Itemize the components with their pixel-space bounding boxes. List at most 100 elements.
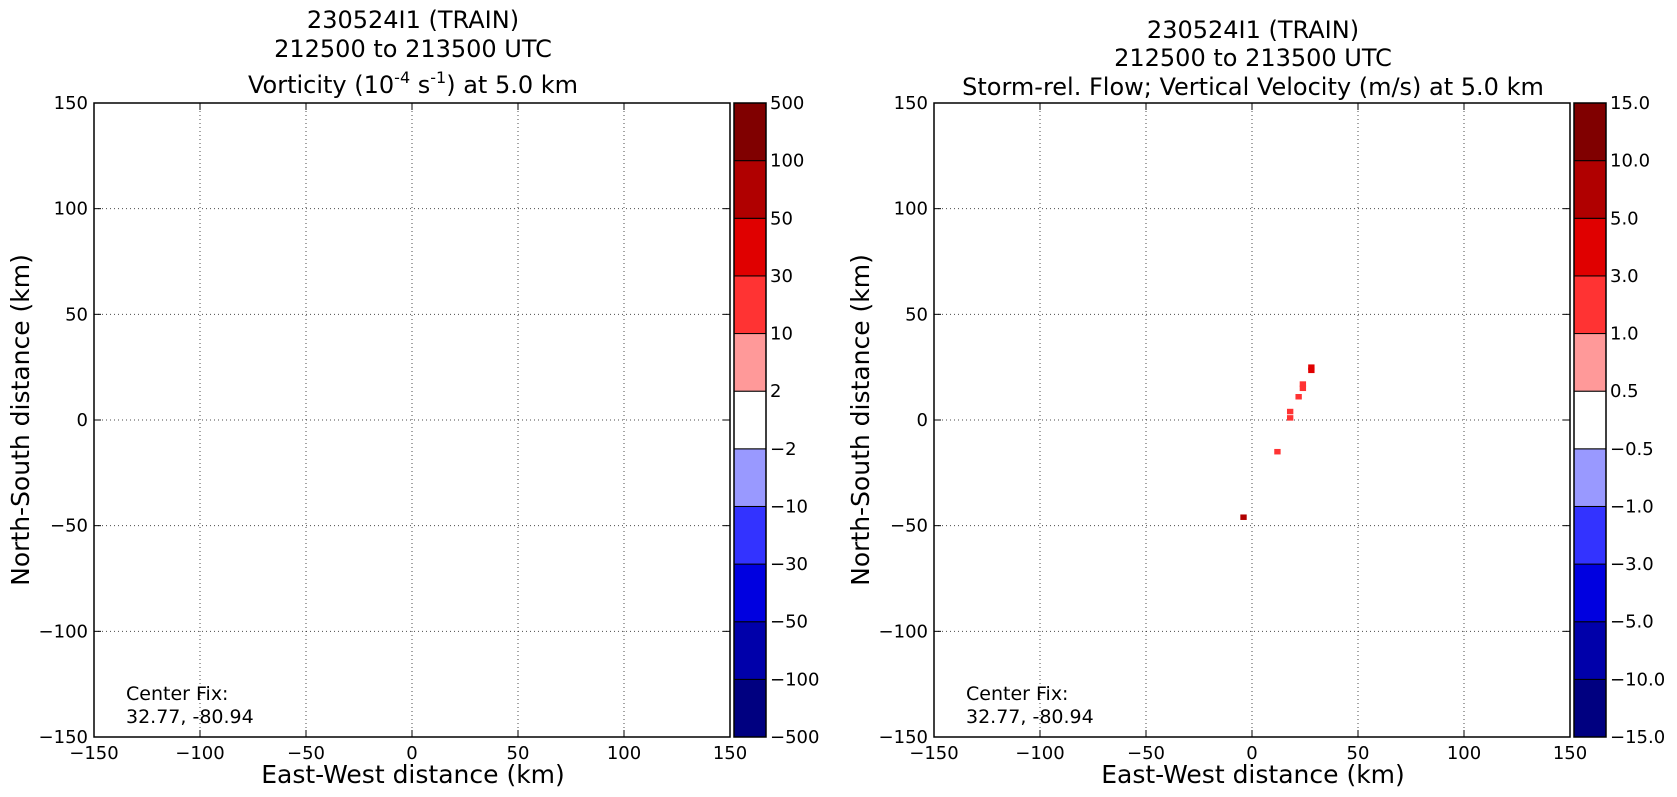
colorbar-label: 5.0: [1610, 208, 1639, 229]
x-tick-label: 150: [713, 743, 747, 764]
x-tick-label: −150: [909, 743, 958, 764]
colorbar-segment: [1573, 505, 1607, 565]
colorbar-label: 30: [770, 266, 793, 287]
x-axis-label: East-West distance (km): [261, 760, 565, 789]
colorbar-segment: [733, 275, 767, 335]
grid-lines: [934, 103, 1570, 737]
y-tick-label: 50: [905, 304, 928, 325]
y-tick-label: −50: [890, 516, 928, 537]
y-axis-label: North-South distance (km): [846, 254, 875, 586]
colorbar-label: 100: [770, 151, 804, 172]
title-line-2: 212500 to 213500 UTC: [274, 35, 552, 63]
colorbar-segment: [733, 505, 767, 565]
y-ticks: −150 −100 −50 0 50 100 150: [879, 93, 1570, 748]
y-tick-label: −100: [39, 621, 88, 642]
colorbar-segment: [1573, 275, 1607, 335]
colorbar: −15.0 −10.0 −5.0 −3.0 −1.0 −0.5 0.5 1.0 3.0 5.0 10…: [1573, 93, 1665, 748]
colorbar-label: −15.0: [1610, 727, 1665, 748]
colorbar-segment: [733, 448, 767, 507]
y-ticks: −150 −100 −50 0 50 100 150: [39, 93, 730, 748]
data-cells: [1240, 364, 1315, 520]
center-fix-coords: 32.77, -80.94: [966, 706, 1094, 728]
colorbar-segment: [1573, 217, 1607, 277]
title-line-2: 212500 to 213500 UTC: [1114, 44, 1392, 72]
colorbar-label: −30: [770, 554, 808, 575]
data-cell: [1299, 385, 1307, 392]
colorbar-segment: [733, 102, 767, 162]
colorbar-label: 2: [770, 381, 781, 402]
colorbar-label: −5.0: [1610, 612, 1654, 633]
colorbar-segment: [1573, 160, 1607, 219]
colorbar-segment: [1573, 390, 1607, 450]
colorbar-segment: [733, 563, 767, 623]
data-cell: [1299, 381, 1307, 387]
title-line-3: Storm-rel. Flow; Vertical Velocity (m/s)…: [962, 73, 1544, 101]
x-tick-label: 0: [1246, 743, 1257, 764]
colorbar-label: −10: [770, 496, 808, 517]
colorbar-segment: [733, 390, 767, 450]
colorbar: −500 −100 −50 −30 −10 −2 2 10 30 50 100 500: [733, 93, 819, 748]
data-cell: [1286, 408, 1294, 415]
x-tick-label: −100: [1015, 743, 1064, 764]
data-cell: [1240, 514, 1247, 520]
grid-lines: [94, 103, 730, 737]
colorbar-segment: [1573, 678, 1607, 738]
colorbar-segment: [1573, 621, 1607, 680]
colorbar-segment: [733, 333, 767, 392]
colorbar-label: 0.5: [1610, 381, 1639, 402]
panel-vertical-velocity: 230524I1 (TRAIN) 212500 to 213500 UTC St…: [846, 16, 1665, 789]
y-tick-label: 0: [917, 410, 928, 431]
colorbar-label: −0.5: [1610, 439, 1654, 460]
colorbar-label: 1.0: [1610, 324, 1639, 345]
colorbar-segment: [1573, 563, 1607, 623]
y-tick-label: 150: [894, 93, 928, 114]
colorbar-label: 10: [770, 324, 793, 345]
data-cell: [1274, 448, 1281, 455]
x-axis-label: East-West distance (km): [1101, 760, 1405, 789]
x-tick-label: −100: [175, 743, 224, 764]
x-tick-label: −150: [69, 743, 118, 764]
colorbar-label: −500: [770, 727, 819, 748]
panel-vorticity: 230524I1 (TRAIN) 212500 to 213500 UTC Vo…: [6, 6, 819, 789]
y-tick-label: 150: [54, 93, 88, 114]
colorbar-label: −10.0: [1610, 669, 1665, 690]
center-fix-coords: 32.77, -80.94: [126, 706, 254, 728]
colorbar-segment: [733, 621, 767, 680]
colorbar-label: −1.0: [1610, 496, 1654, 517]
colorbar-label: −50: [770, 612, 808, 633]
colorbar-label: −3.0: [1610, 554, 1654, 575]
x-tick-label: −50: [287, 743, 325, 764]
colorbar-label: −100: [770, 669, 819, 690]
y-tick-label: 100: [894, 199, 928, 220]
colorbar-label: 500: [770, 93, 804, 114]
title-line-1: 230524I1 (TRAIN): [1147, 16, 1359, 44]
x-tick-label: −50: [1127, 743, 1165, 764]
colorbar-segment: [1573, 102, 1607, 162]
x-tick-label: 100: [607, 743, 641, 764]
data-cell: [1295, 394, 1302, 400]
y-tick-label: −150: [39, 727, 88, 748]
x-ticks: −150 −100 −50 0 50 100 150: [69, 103, 747, 764]
colorbar-label: 50: [770, 208, 793, 229]
x-tick-label: 50: [1347, 743, 1370, 764]
y-axis-label: North-South distance (km): [6, 254, 35, 586]
colorbar-segment: [733, 678, 767, 738]
colorbar-label: −2: [770, 439, 797, 460]
x-tick-label: 150: [1553, 743, 1587, 764]
data-cell: [1308, 364, 1315, 370]
center-fix-label: Center Fix:: [966, 683, 1068, 705]
data-cell: [1286, 415, 1294, 421]
y-tick-label: −150: [879, 727, 928, 748]
title-line-1: 230524I1 (TRAIN): [307, 6, 519, 34]
y-tick-label: 50: [65, 304, 88, 325]
title-line-3: Vorticity (10-4 s-1) at 5.0 km: [248, 68, 578, 99]
y-tick-label: 0: [77, 410, 88, 431]
colorbar-label: 15.0: [1610, 93, 1650, 114]
y-tick-label: 100: [54, 199, 88, 220]
colorbar-segment: [733, 160, 767, 219]
x-tick-label: 50: [507, 743, 530, 764]
colorbar-segment: [1573, 333, 1607, 392]
y-tick-label: −50: [50, 516, 88, 537]
x-ticks: −150 −100 −50 0 50 100 150: [909, 103, 1587, 764]
